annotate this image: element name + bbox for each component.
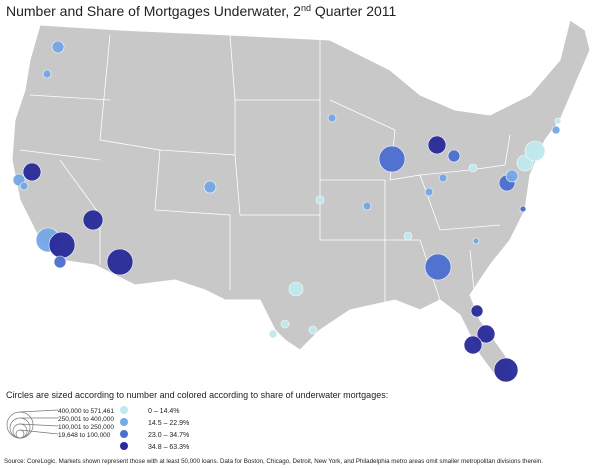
bubble	[493, 357, 519, 383]
bubble	[424, 187, 434, 197]
bubble	[308, 325, 318, 335]
bubble	[505, 169, 519, 183]
size-leaders	[19, 409, 59, 435]
bubble	[470, 304, 484, 318]
bubble	[551, 125, 561, 135]
color-label: 14.5 – 22.9%	[148, 420, 189, 427]
bubble	[447, 149, 461, 163]
bubble	[427, 135, 447, 155]
bubble	[403, 231, 413, 241]
title-end: Quarter 2011	[311, 3, 397, 19]
bubble	[476, 324, 496, 344]
bubble	[424, 253, 452, 281]
bubble	[554, 117, 562, 125]
size-key	[12, 423, 28, 439]
state-borders	[19, 34, 511, 305]
source-note: Source: CoreLogic. Markets shown represe…	[4, 458, 543, 465]
title-sup: nd	[301, 3, 311, 13]
bubble	[53, 255, 67, 269]
size-label: 19,648 to 100,000	[58, 432, 111, 439]
bubble	[48, 231, 76, 259]
size-label: 250,001 to 400,000	[58, 416, 114, 423]
bubble	[315, 195, 325, 205]
color-key	[120, 442, 128, 450]
color-key	[120, 418, 128, 426]
color-label: 23.0 – 34.7%	[148, 432, 189, 439]
bubble	[438, 173, 448, 183]
bubble	[51, 40, 65, 54]
size-key	[15, 429, 25, 439]
bubble	[472, 237, 480, 245]
bubble	[42, 69, 52, 79]
bubble	[362, 201, 372, 211]
us-map	[11, 19, 591, 383]
color-label: 34.8 – 63.3%	[148, 444, 189, 451]
color-legend	[120, 406, 128, 450]
bubble	[468, 163, 478, 173]
market-bubbles	[12, 40, 562, 383]
color-key	[120, 406, 128, 414]
bubble	[203, 180, 217, 194]
bubble	[378, 145, 406, 173]
bubble	[519, 205, 527, 213]
bubble	[463, 335, 483, 355]
color-label: 0 – 14.4%	[148, 408, 180, 415]
title-main: Number and Share of Mortgages Underwater…	[6, 3, 301, 19]
legend-caption: Circles are sized according to number an…	[6, 390, 388, 400]
bubble	[280, 319, 290, 329]
size-key	[6, 411, 34, 439]
size-legend	[6, 409, 59, 439]
size-label: 400,000 to 571,461	[58, 408, 114, 415]
size-label: 100,001 to 250,000	[58, 424, 114, 431]
bubble	[82, 209, 104, 231]
bubble	[524, 140, 546, 162]
size-key	[9, 417, 31, 439]
title: Number and Share of Mortgages Underwater…	[6, 3, 397, 19]
bubble	[268, 329, 278, 339]
bubble	[22, 162, 42, 182]
bubble	[106, 248, 134, 276]
bubble	[327, 113, 337, 123]
bubble	[288, 281, 304, 297]
color-key	[120, 430, 128, 438]
bubble	[19, 181, 29, 191]
